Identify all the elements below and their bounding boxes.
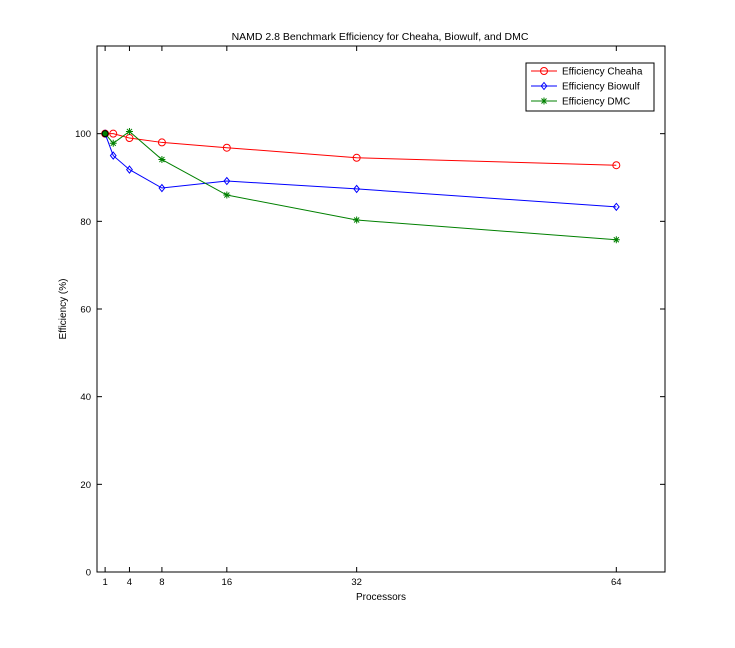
data-point [109,129,118,138]
legend-label: Efficiency Cheaha [562,67,643,78]
data-point [612,236,620,244]
axis-ticks: 1 4 8 16 32 64 0 20 40 60 80 100 [75,46,665,588]
legend-label: Efficiency Biowulf [562,82,640,93]
plot-area [96,45,666,573]
series-2 [101,129,620,212]
y-tick-label: 80 [80,217,91,228]
legend-entries: Efficiency Cheaha Efficiency Biowulf Effic… [531,67,643,108]
data-point [109,151,117,160]
series-layer [101,127,621,244]
data-point [352,153,361,162]
x-tick-label: 4 [127,577,132,588]
x-tick-label: 1 [102,577,107,588]
x-tick-label: 32 [351,577,362,588]
data-point-start [101,130,109,138]
legend-entry: Efficiency Cheaha [531,67,643,78]
data-point [612,202,620,212]
data-point [157,138,166,147]
y-tick-label: 60 [80,305,91,316]
legend-marker [540,81,548,91]
x-tick-label: 64 [611,577,622,588]
data-point [109,139,117,147]
data-point [223,176,231,186]
x-axis-title: Processors [356,592,406,603]
data-point [158,156,166,164]
legend-marker [540,67,548,75]
data-point [125,127,133,135]
data-point [353,184,361,194]
series-line [105,133,617,166]
data-point [126,165,133,174]
legend-entry: Efficiency DMC [531,97,630,108]
legend-marker [540,97,548,105]
data-point [222,143,231,152]
y-tick-label: 20 [80,480,91,491]
y-tick-label: 100 [75,129,91,140]
legend-entry: Efficiency Biowulf [531,82,640,93]
data-point [223,191,231,199]
legend-label: Efficiency DMC [562,97,630,108]
chart-title: NAMD 2.8 Benchmark Efficiency for Cheaha… [232,31,529,43]
y-tick-label: 40 [80,392,91,403]
data-point [353,216,361,224]
data-point [158,183,166,193]
y-axis-title: Efficiency (%) [58,279,69,340]
data-point [612,161,621,170]
x-tick-label: 8 [159,577,164,588]
y-tick-label: 0 [86,568,91,579]
x-tick-label: 16 [222,577,233,588]
legend: Efficiency Cheaha Efficiency Biowulf Effic… [525,62,655,112]
series-line [104,133,617,208]
